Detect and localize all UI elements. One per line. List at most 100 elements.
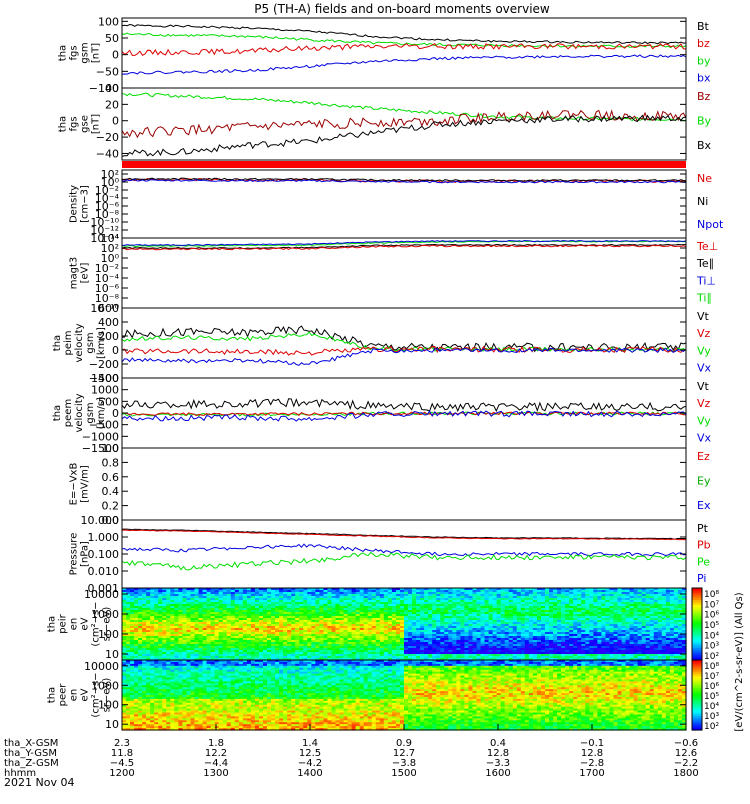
y-axis-label: tha [58,116,69,132]
panel-density: 10²10⁰10⁻²10⁻⁴10⁻⁶10⁻⁸10⁻¹⁰10⁻¹²10⁻¹⁴Den… [69,168,724,245]
legend-bx: bx [697,72,711,85]
legend-Te∥: Te∥ [696,257,714,270]
plot-title: P5 (TH-A) fields and on-board moments ov… [254,2,550,16]
y-tick-label: 0 [112,115,119,128]
y-tick-label: 0.6 [102,471,120,484]
status-bar [122,161,686,168]
legend-Ne: Ne [697,172,712,185]
y-tick-label: 0.010 [88,565,120,578]
y-axis-label: [mV/m] [80,465,91,503]
y-tick-label: 20 [105,98,119,111]
y-axis-label: gsm [80,42,91,63]
y-axis-label: gsm [85,402,96,423]
legend-Ti∥: Ti∥ [696,292,712,305]
legend-Npot: Npot [697,218,724,231]
legend-Pe: Pe [697,555,710,568]
legend-Bt: Bt [697,20,710,33]
legend-Vt: Vt [697,380,710,393]
series-Vt [122,326,686,351]
series-Pt [122,529,686,539]
y-tick-label: 40 [105,82,119,95]
y-tick-label: −50 [96,65,119,78]
y-tick-label: −40 [96,147,119,160]
y-axis-label: [nT] [91,114,102,134]
legend-Ni: Ni [697,195,708,208]
y-axis-label: tha [58,45,69,61]
y-axis-label: Density [69,185,80,223]
legend-Bx: Bx [697,139,712,152]
legend-bz: bz [697,37,710,50]
y-tick-label: 0.4 [102,485,120,498]
legend-Vt: Vt [697,310,710,323]
y-tick-label: 0 [112,344,119,357]
legend-Pb: Pb [697,539,711,552]
legend-Te⊥: Te⊥ [696,240,718,253]
y-tick-label: 1.000 [88,531,120,544]
y-tick-label: 0.100 [88,548,120,561]
panel-pressure: 10.0001.0000.1000.0100.001Pressure[nPa]P… [69,514,711,595]
series-Pi [122,544,686,556]
series-Bz [122,111,686,138]
series-Bt [122,25,686,44]
y-tick-label: 600 [98,302,119,315]
legend-Ez: Ez [697,450,710,463]
y-tick-label: 0 [112,49,119,62]
y-tick-label: 10.000 [81,514,120,527]
y-axis-label: fgs [69,45,80,60]
series-Pb [122,530,686,540]
series-bz [122,44,686,56]
y-axis-label: gse [80,115,91,133]
y-axis-label: [nPa] [80,541,91,567]
y-tick-label: 0.8 [102,456,120,469]
legend-Ti⊥: Ti⊥ [696,274,716,287]
legend-by: by [697,54,711,67]
y-axis-label: peem [63,399,74,427]
y-axis-label: Pressure [69,533,80,576]
legend-Bz: Bz [697,90,711,103]
panel-frame [122,308,686,378]
y-axis-label: peim [63,330,74,355]
series-Vt [122,399,686,411]
series-Pe [122,552,686,570]
legend-Vx: Vx [697,432,712,445]
y-axis-label: [nT] [91,43,102,63]
panel-temperature: 10⁴10²10⁰10⁻²10⁻⁴10⁻⁶10⁻⁸10⁻¹⁰magt3[eV]T… [69,232,719,315]
y-axis-label: tha [52,405,63,421]
legend-Vz: Vz [697,397,711,410]
y-axis-label: velocity [74,393,85,432]
y-tick-label: 0.2 [102,500,120,513]
legend-Ex: Ex [697,499,711,512]
y-axis-label: [km/s] [96,327,107,359]
y-axis-label: tha [52,335,63,351]
legend-Vz: Vz [697,327,711,340]
y-axis-label: [cm−3] [80,185,91,223]
legend-Ey: Ey [697,475,711,488]
y-axis-label: velocity [74,323,85,362]
legend-Vx: Vx [697,362,712,375]
series-bx [122,55,686,74]
panel-frame [122,18,686,88]
y-axis-label: [eV] [80,263,91,284]
y-axis-label: magt3 [69,257,80,290]
y-axis-label: E=−VxB [69,463,80,506]
series-Bx [122,116,686,157]
y-axis-label: [km/s] [96,397,107,429]
legend-Pi: Pi [697,572,706,585]
legend-Vy: Vy [697,414,711,427]
y-axis-label: fgs [69,116,80,131]
legend-Vy: Vy [697,344,711,357]
y-tick-label: 1.0 [102,442,120,455]
panel-frame [122,448,686,520]
y-axis-label: gsm [85,332,96,353]
legend-By: By [697,115,712,128]
legend-Pt: Pt [697,522,709,535]
y-tick-label: 100 [98,15,119,28]
